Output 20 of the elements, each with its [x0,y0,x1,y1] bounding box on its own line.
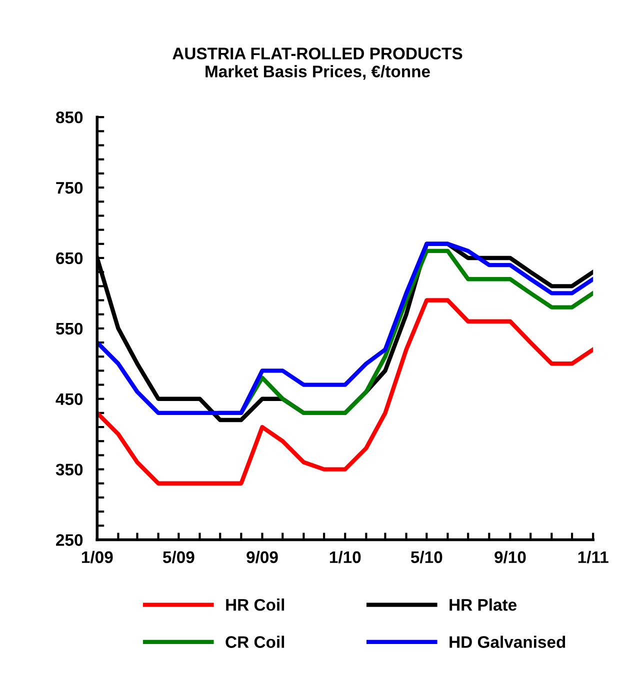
x-tick-label: 1/09 [82,550,113,564]
y-tick-label: 250 [56,534,83,546]
y-tick-label: 850 [56,112,83,124]
legend-label: HR Coil [226,598,284,611]
x-tick-label: 9/10 [494,550,526,564]
y-tick-label: 450 [56,393,83,406]
legend-label: HR Plate [450,598,517,611]
y-tick-label: 350 [56,464,83,476]
chart-title: AUSTRIA FLAT-ROLLED PRODUCTS Market Basis Prices, €/tonne [172,48,462,80]
x-tick-label: 5/09 [162,550,194,564]
x-tick-label: 1/11 [578,550,608,564]
line-series [97,298,594,486]
y-tick-label: 650 [56,252,83,264]
x-tick-label: 5/10 [410,550,442,564]
y-tick-label: 750 [56,182,83,194]
legend-label: CR Coil [226,636,284,648]
legend-label: HD Galvanised [450,636,566,648]
x-tick-label: 9/09 [246,550,278,564]
x-tick-label: 1/10 [330,550,361,564]
y-tick-label: 550 [56,322,83,335]
